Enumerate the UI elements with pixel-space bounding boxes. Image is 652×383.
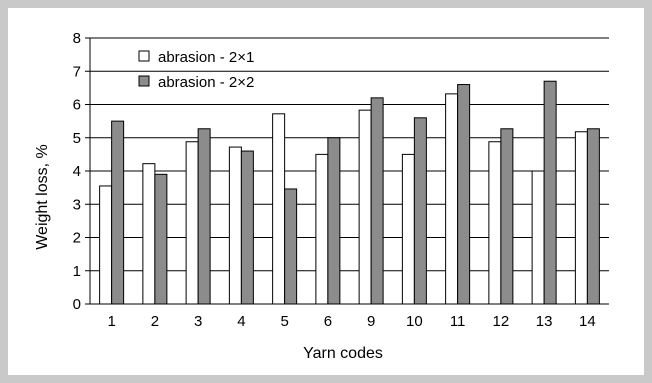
legend-label-series-2: abrasion - 2×2 bbox=[158, 74, 254, 91]
x-tick-label: 6 bbox=[324, 313, 332, 330]
y-tick-label: 8 bbox=[73, 30, 81, 47]
bars bbox=[99, 80, 600, 305]
bar-series-2-11 bbox=[457, 84, 471, 305]
bar-series-2-2 bbox=[154, 173, 168, 305]
bar-series-2-9 bbox=[370, 97, 384, 305]
y-tick-label: 4 bbox=[73, 163, 81, 180]
bar-series-2-5 bbox=[284, 188, 298, 305]
bar-series-1-1 bbox=[99, 185, 113, 305]
x-tick-label: 9 bbox=[367, 313, 375, 330]
gridlines bbox=[90, 37, 609, 272]
y-tick-label: 5 bbox=[73, 130, 81, 147]
legend-swatch-series-2 bbox=[138, 75, 150, 87]
bar-series-1-14 bbox=[574, 131, 588, 305]
y-tick-labels: 0 1 2 3 4 5 6 7 8 bbox=[73, 30, 90, 313]
bar-series-2-3 bbox=[197, 128, 211, 305]
y-tick-label: 7 bbox=[73, 63, 81, 80]
bar-series-1-3 bbox=[185, 141, 199, 305]
x-tick-labels: 1 2 3 4 5 6 9 10 11 12 13 14 bbox=[107, 313, 595, 330]
bar-series-1-11 bbox=[445, 93, 459, 305]
x-tick-label: 10 bbox=[406, 313, 423, 330]
bar-series-1-10 bbox=[401, 153, 415, 305]
x-tick-label: 2 bbox=[151, 313, 159, 330]
x-tick-label: 14 bbox=[579, 313, 596, 330]
y-tick-label: 1 bbox=[73, 263, 81, 280]
x-tick-label: 4 bbox=[237, 313, 245, 330]
x-axis-label: Yarn codes bbox=[303, 345, 383, 362]
bar-series-2-14 bbox=[586, 128, 600, 305]
y-tick-label: 6 bbox=[73, 97, 81, 114]
legend: abrasion - 2×1 abrasion - 2×2 bbox=[138, 49, 254, 91]
bar-series-1-5 bbox=[272, 113, 286, 305]
x-tick-label: 13 bbox=[536, 313, 553, 330]
bar-series-2-13 bbox=[543, 80, 557, 305]
bar-series-2-1 bbox=[111, 120, 125, 305]
x-tick-label: 5 bbox=[280, 313, 288, 330]
y-axis-label: Weight loss, % bbox=[34, 144, 51, 250]
y-tick-label: 2 bbox=[73, 230, 81, 247]
x-tick-label: 11 bbox=[450, 313, 466, 330]
legend-label-series-1: abrasion - 2×1 bbox=[158, 49, 254, 66]
y-tick-label: 3 bbox=[73, 196, 81, 213]
x-tick-label: 12 bbox=[493, 313, 510, 330]
bar-series-1-13 bbox=[531, 170, 545, 305]
bar-series-2-10 bbox=[413, 117, 427, 305]
bar-series-1-4 bbox=[228, 146, 242, 305]
y-tick-label: 0 bbox=[73, 296, 81, 313]
x-tick-label: 1 bbox=[107, 313, 115, 330]
bar-series-1-2 bbox=[142, 163, 156, 305]
bar-series-1-12 bbox=[488, 141, 502, 305]
bar-series-2-12 bbox=[500, 128, 514, 305]
legend-swatch-series-1 bbox=[138, 50, 150, 62]
bar-series-1-9 bbox=[358, 109, 372, 305]
bar-series-1-6 bbox=[315, 153, 329, 305]
bar-series-2-6 bbox=[327, 137, 341, 305]
x-tick-label: 3 bbox=[194, 313, 202, 330]
bar-series-2-4 bbox=[240, 150, 254, 305]
